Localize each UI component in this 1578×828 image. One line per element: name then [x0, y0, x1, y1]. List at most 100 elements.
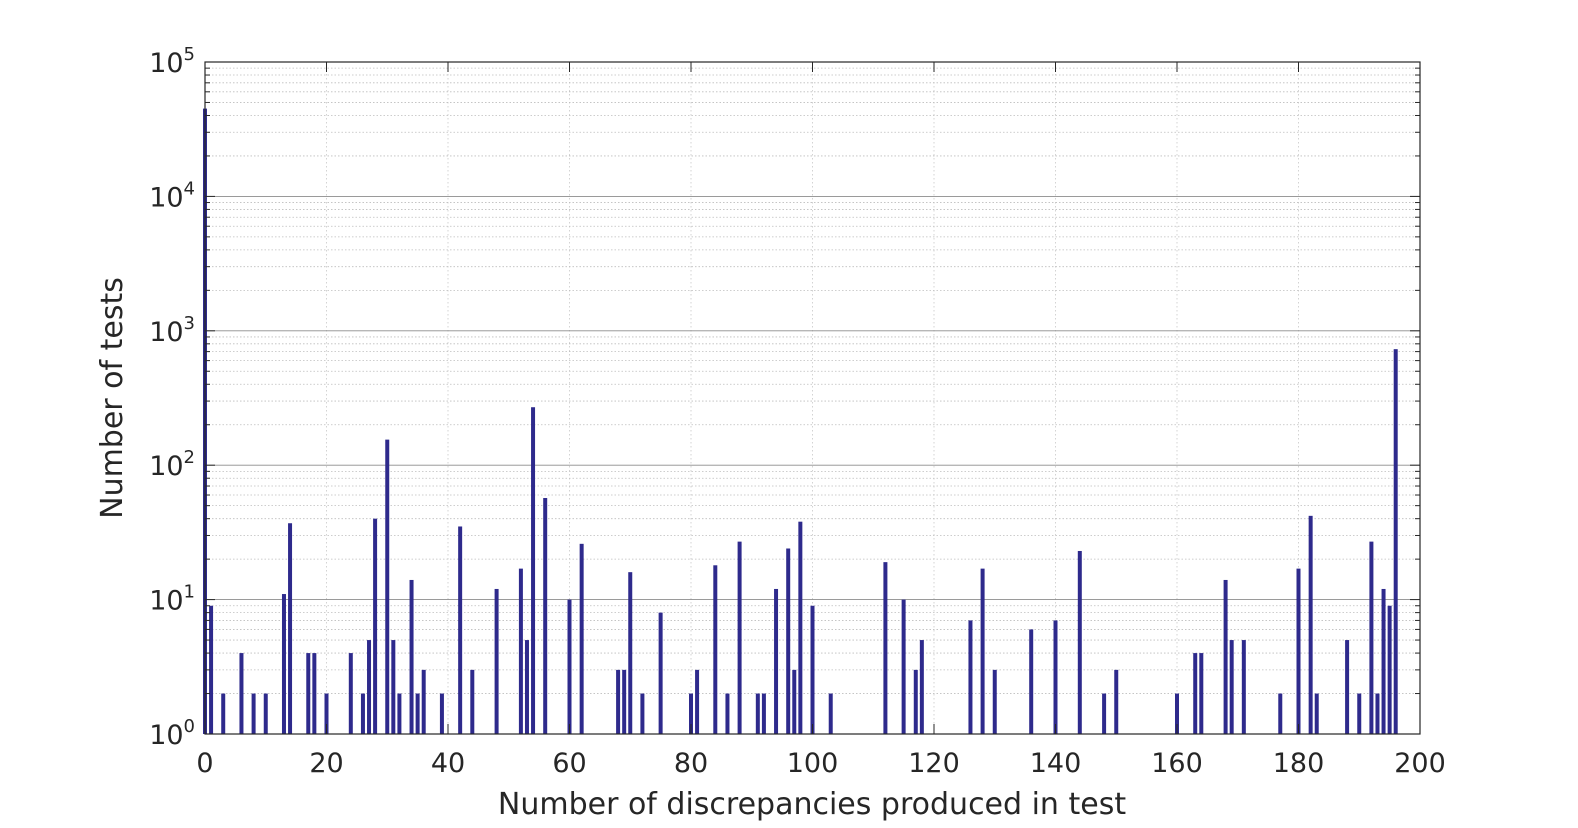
bar: [640, 693, 645, 734]
bar: [1053, 620, 1058, 734]
bar: [288, 523, 293, 734]
bar: [755, 693, 760, 734]
bar: [1193, 653, 1198, 734]
bar: [494, 588, 499, 734]
bar: [415, 693, 420, 734]
bar: [391, 640, 396, 734]
bar: [1375, 693, 1380, 734]
bar: [1102, 693, 1107, 734]
bar: [913, 669, 918, 734]
y-tick-label: 105: [149, 44, 195, 79]
bar: [901, 599, 906, 734]
bar: [239, 653, 244, 734]
bar: [360, 693, 365, 734]
x-tick-label: 160: [1151, 748, 1203, 779]
x-tick-label: 80: [674, 748, 708, 779]
bar: [1369, 541, 1374, 734]
bar: [1278, 693, 1283, 734]
x-axis-label: Number of discrepancies produced in test: [498, 787, 1126, 822]
bar: [968, 620, 973, 734]
bar: [1029, 629, 1034, 734]
bar: [658, 612, 663, 734]
y-tick-label: 100: [149, 716, 195, 751]
x-tick-label: 0: [196, 748, 213, 779]
bar: [1199, 653, 1204, 734]
bar: [737, 541, 742, 734]
bar: [281, 594, 286, 734]
bar: [761, 693, 766, 734]
bar: [470, 669, 475, 734]
bar: [1223, 579, 1228, 734]
bar: [1175, 693, 1179, 734]
x-tick-label: 180: [1273, 748, 1325, 779]
bar: [774, 588, 779, 734]
x-tick-label: 60: [552, 748, 586, 779]
y-axis-label: Number of tests: [95, 277, 130, 519]
bar: [1114, 669, 1119, 734]
bar: [828, 693, 833, 734]
x-tick-label: 100: [787, 748, 839, 779]
bar: [385, 439, 390, 734]
bar: [306, 653, 311, 734]
bar: [919, 640, 924, 734]
axis-ticks: [204, 61, 1421, 735]
y-tick-label: 103: [149, 313, 195, 348]
bar: [373, 518, 378, 734]
bar: [1241, 640, 1246, 734]
x-tick-label: 120: [908, 748, 960, 779]
x-tick-labels: 0 20 40 60 80 100 120 140 160 180 200: [196, 748, 1445, 779]
bar: [628, 572, 633, 734]
bar: [1296, 568, 1301, 734]
bar: [1314, 693, 1319, 734]
x-tick-label: 20: [309, 748, 343, 779]
bar: [616, 669, 621, 734]
bar: [209, 605, 214, 734]
bar: [810, 605, 815, 734]
bar: [713, 565, 718, 734]
bar: [1357, 693, 1362, 734]
bar: [312, 653, 317, 734]
bar: [1393, 349, 1398, 734]
x-tick-label: 140: [1030, 748, 1082, 779]
bar: [1308, 515, 1313, 734]
bar: [439, 693, 444, 734]
bar: [251, 693, 256, 734]
y-tick-label: 102: [149, 447, 195, 482]
bar: [543, 498, 548, 734]
bar: [1345, 640, 1350, 734]
bar: [518, 568, 523, 734]
bar: [1077, 550, 1082, 734]
bar: [786, 548, 791, 734]
bar: [883, 562, 888, 734]
grid-lines: [205, 62, 1420, 734]
bar: [622, 669, 627, 734]
bar: [421, 669, 426, 734]
x-tick-label: 40: [431, 748, 465, 779]
bar: [567, 599, 572, 734]
bar: [458, 526, 463, 734]
bar: [1229, 640, 1234, 734]
bar: [798, 521, 803, 734]
bar: [348, 653, 353, 734]
bar: [409, 579, 414, 734]
bar: [221, 693, 226, 734]
y-tick-label: 104: [149, 178, 195, 213]
bar: [695, 669, 700, 734]
y-tick-label: 101: [149, 582, 195, 617]
bar: [263, 693, 268, 734]
bar: [524, 640, 529, 734]
bar: [579, 543, 584, 734]
bar: [531, 407, 536, 734]
bar: [725, 693, 730, 734]
bar: [792, 669, 797, 734]
bar: [980, 568, 985, 734]
bar: [324, 693, 329, 734]
bar: [367, 640, 372, 734]
bar: [397, 693, 402, 734]
x-tick-label: 200: [1394, 748, 1446, 779]
bar: [1387, 605, 1392, 734]
y-tick-labels: 100 101 102 103 104 105: [149, 44, 195, 751]
bar: [1381, 588, 1386, 734]
bar: [992, 669, 997, 734]
